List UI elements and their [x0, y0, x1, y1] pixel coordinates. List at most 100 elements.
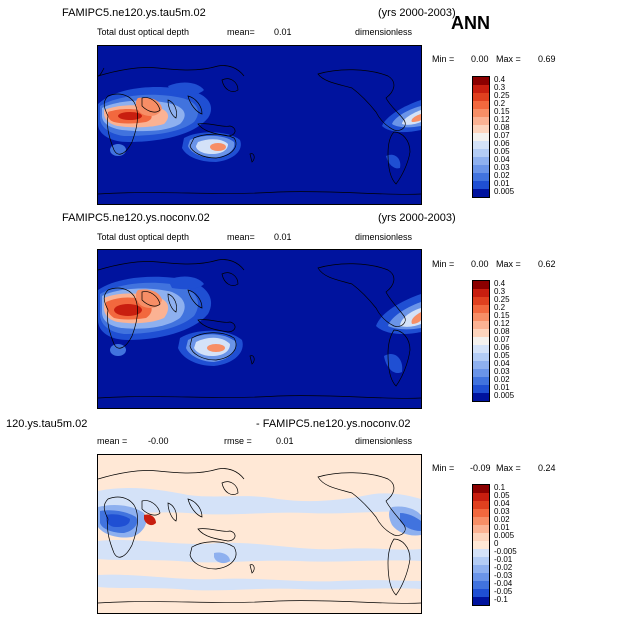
colorbar-tick-label: 0.4: [494, 75, 506, 84]
colorbar-tick-label: -0.04: [494, 579, 513, 588]
panel1-dust-contours: [98, 82, 421, 169]
colorbar-tick-label: 0.12: [494, 115, 510, 124]
panel1-mean-label: mean=: [227, 27, 255, 37]
panel1-case-name: FAMIPC5.ne120.ys.tau5m.02: [62, 7, 206, 19]
panel2-map: [97, 249, 422, 409]
panel3-diff-contours: [98, 488, 421, 591]
colorbar-tick-label: 0.15: [494, 107, 510, 116]
season-title: ANN: [451, 13, 490, 33]
panel3-coastlines: [98, 468, 421, 604]
colorbar-tick-label: -0.03: [494, 571, 513, 580]
panel2-years: (yrs 2000-2003): [378, 212, 456, 224]
colorbar-swatch: [473, 525, 489, 533]
panel1-min-value: 0.00: [471, 54, 489, 64]
panel2-coastlines: [98, 259, 421, 399]
panel1-max-value: 0.69: [538, 54, 556, 64]
panel2-units: dimensionless: [355, 232, 413, 242]
colorbar-swatch: [473, 101, 489, 109]
colorbar-tick-label: 0.04: [494, 155, 510, 164]
panel2-dust-contours: [98, 276, 421, 374]
panel1-map: [97, 45, 422, 205]
colorbar-swatch: [473, 289, 489, 297]
colorbar-swatch: [473, 377, 489, 385]
colorbar-tick-label: -0.01: [494, 555, 513, 564]
colorbar-tick-label: 0.08: [494, 327, 510, 336]
colorbar-swatch: [473, 549, 489, 557]
colorbar-swatch: [473, 385, 489, 393]
colorbar-tick-label: 0.01: [494, 523, 510, 532]
panel2-min-label: Min =: [432, 259, 455, 269]
panel1-colorbar-swatches: [472, 76, 490, 198]
colorbar-tick-label: 0.08: [494, 123, 510, 132]
colorbar-swatch: [473, 509, 489, 517]
panel1-years: (yrs 2000-2003): [378, 7, 456, 19]
colorbar-tick-label: 0.3: [494, 287, 506, 296]
panel2-mean-label: mean=: [227, 232, 255, 242]
colorbar-tick-label: -0.1: [494, 595, 508, 604]
colorbar-swatch: [473, 157, 489, 165]
colorbar-swatch: [473, 305, 489, 313]
colorbar-tick-label: 0.15: [494, 311, 510, 320]
panel1-mean-value: 0.01: [274, 27, 292, 37]
colorbar-tick-label: 0.005: [494, 531, 515, 540]
panel1-variable: Total dust optical depth: [97, 27, 190, 37]
panel3-colorbar-swatches: [472, 484, 490, 606]
panel2-max-value: 0.62: [538, 259, 556, 269]
panel3-units: dimensionless: [355, 436, 413, 446]
colorbar-tick-label: 0.04: [494, 499, 510, 508]
colorbar-swatch: [473, 589, 489, 597]
colorbar-tick-label: 0.02: [494, 515, 510, 524]
colorbar-tick-label: 0.05: [494, 147, 510, 156]
colorbar-swatch: [473, 173, 489, 181]
panel3-mean-label: mean =: [97, 436, 128, 446]
colorbar-swatch: [473, 361, 489, 369]
colorbar-swatch: [473, 329, 489, 337]
panel2-mean-value: 0.01: [274, 232, 292, 242]
colorbar-tick-label: 0.005: [494, 187, 515, 196]
panel3-max-label: Max =: [496, 463, 521, 473]
colorbar-swatch: [473, 501, 489, 509]
panel1-max-label: Max =: [496, 54, 521, 64]
colorbar-swatch: [473, 557, 489, 565]
colorbar-swatch: [473, 181, 489, 189]
colorbar-tick-label: 0.12: [494, 319, 510, 328]
panel1-coastlines: [98, 65, 421, 195]
colorbar-tick-label: 0.02: [494, 375, 510, 384]
panel2-colorbar-swatches: [472, 280, 490, 402]
colorbar-tick-label: 0.2: [494, 99, 506, 108]
colorbar-swatch: [473, 369, 489, 377]
panel3-min-label: Min =: [432, 463, 455, 473]
panel3-case-name-right: - FAMIPC5.ne120.ys.noconv.02: [256, 418, 411, 430]
panel2-variable: Total dust optical depth: [97, 232, 190, 242]
colorbar-swatch: [473, 297, 489, 305]
colorbar-swatch: [473, 393, 489, 401]
panel3-map: [97, 454, 422, 614]
colorbar-tick-label: 0.06: [494, 343, 510, 352]
panel3-rmse-value: 0.01: [276, 436, 294, 446]
colorbar-swatch: [473, 321, 489, 329]
colorbar-tick-label: 0.03: [494, 507, 510, 516]
colorbar-tick-label: -0.05: [494, 587, 513, 596]
colorbar-tick-label: 0.07: [494, 335, 510, 344]
panel2-case-name: FAMIPC5.ne120.ys.noconv.02: [62, 212, 210, 224]
colorbar-tick-label: 0.07: [494, 131, 510, 140]
colorbar-tick-label: -0.005: [494, 547, 517, 556]
colorbar-swatch: [473, 93, 489, 101]
colorbar-swatch: [473, 133, 489, 141]
panel3-max-value: 0.24: [538, 463, 556, 473]
colorbar-swatch: [473, 189, 489, 197]
colorbar-swatch: [473, 109, 489, 117]
colorbar-tick-label: 0.04: [494, 359, 510, 368]
colorbar-tick-label: 0: [494, 539, 499, 548]
colorbar-swatch: [473, 149, 489, 157]
colorbar-swatch: [473, 597, 489, 605]
colorbar-swatch: [473, 493, 489, 501]
colorbar-tick-label: -0.02: [494, 563, 513, 572]
colorbar-tick-label: 0.1: [494, 483, 506, 492]
colorbar-swatch: [473, 565, 489, 573]
colorbar-swatch: [473, 533, 489, 541]
colorbar-tick-label: 0.05: [494, 491, 510, 500]
panel1-units: dimensionless: [355, 27, 413, 37]
colorbar-swatch: [473, 117, 489, 125]
colorbar-tick-label: 0.01: [494, 383, 510, 392]
